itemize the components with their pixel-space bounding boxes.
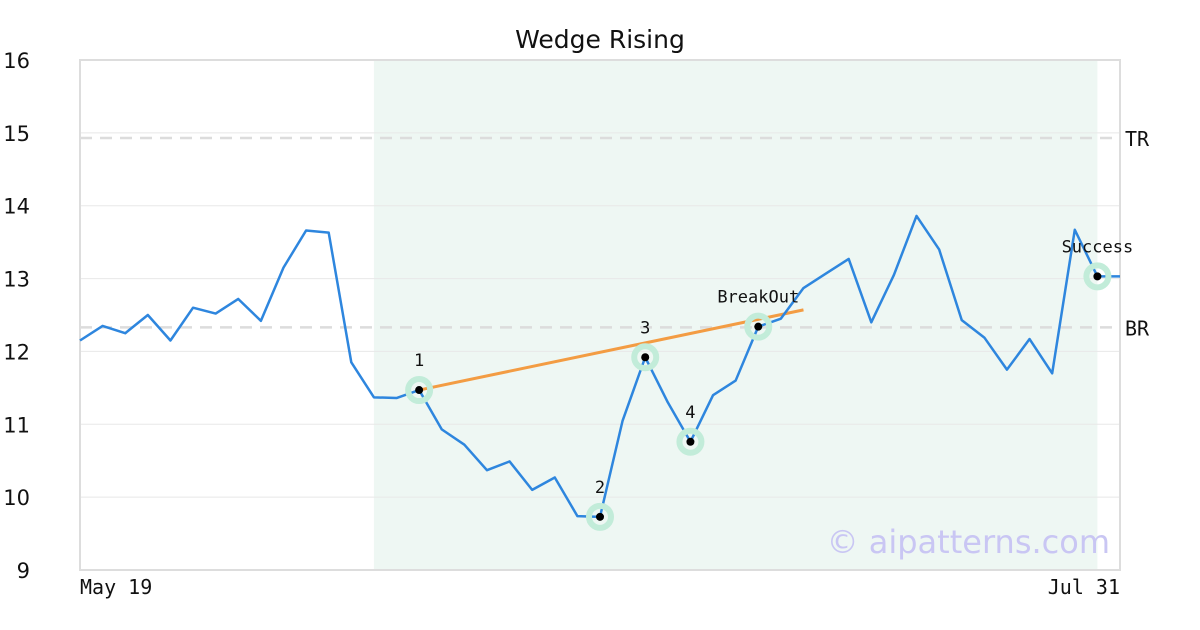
pattern-points: 1 2 3 4 BreakOut Success bbox=[405, 237, 1134, 531]
point-label: 4 bbox=[685, 403, 695, 423]
x-tick-label: Jul 31 bbox=[1048, 575, 1120, 599]
point-marker bbox=[641, 353, 650, 362]
y-tick-label: 10 bbox=[3, 486, 30, 510]
y-axis-ticks: 9 10 11 12 13 14 15 16 bbox=[3, 49, 30, 583]
level-label: TR bbox=[1125, 127, 1150, 151]
point-halo bbox=[631, 343, 660, 372]
y-tick-label: 13 bbox=[3, 268, 30, 292]
y-tick-label: 15 bbox=[3, 122, 30, 146]
point-marker bbox=[415, 386, 424, 395]
y-tick-label: 16 bbox=[3, 49, 30, 73]
point-label: 1 bbox=[414, 351, 424, 371]
watermark: © aipatterns.com bbox=[827, 523, 1110, 561]
point-marker bbox=[754, 322, 763, 331]
point-halo bbox=[586, 502, 614, 531]
point-marker bbox=[596, 512, 604, 521]
plot-border bbox=[79, 59, 1121, 571]
point-marker bbox=[686, 437, 695, 446]
point-halo bbox=[744, 312, 773, 341]
point-label: Success bbox=[1062, 237, 1134, 257]
level-lines: TR BR bbox=[80, 127, 1150, 340]
point-halo bbox=[676, 427, 705, 456]
point-label: BreakOut bbox=[717, 288, 799, 308]
x-axis-ticks: May 19 Jul 31 bbox=[80, 575, 1120, 599]
point-halo bbox=[405, 376, 434, 405]
y-tick-label: 9 bbox=[17, 559, 30, 583]
trendline bbox=[418, 308, 804, 392]
chart-title: Wedge Rising bbox=[515, 25, 685, 54]
point-label: 3 bbox=[640, 318, 650, 338]
pattern-region bbox=[373, 60, 1098, 570]
y-tick-label: 11 bbox=[3, 413, 30, 437]
y-tick-label: 14 bbox=[3, 195, 30, 219]
point-label: 2 bbox=[595, 478, 605, 498]
point-marker bbox=[1093, 272, 1102, 281]
level-label: BR bbox=[1125, 316, 1150, 340]
x-tick-label: May 19 bbox=[80, 575, 152, 599]
y-tick-label: 12 bbox=[3, 340, 30, 364]
point-halo bbox=[1083, 262, 1112, 291]
